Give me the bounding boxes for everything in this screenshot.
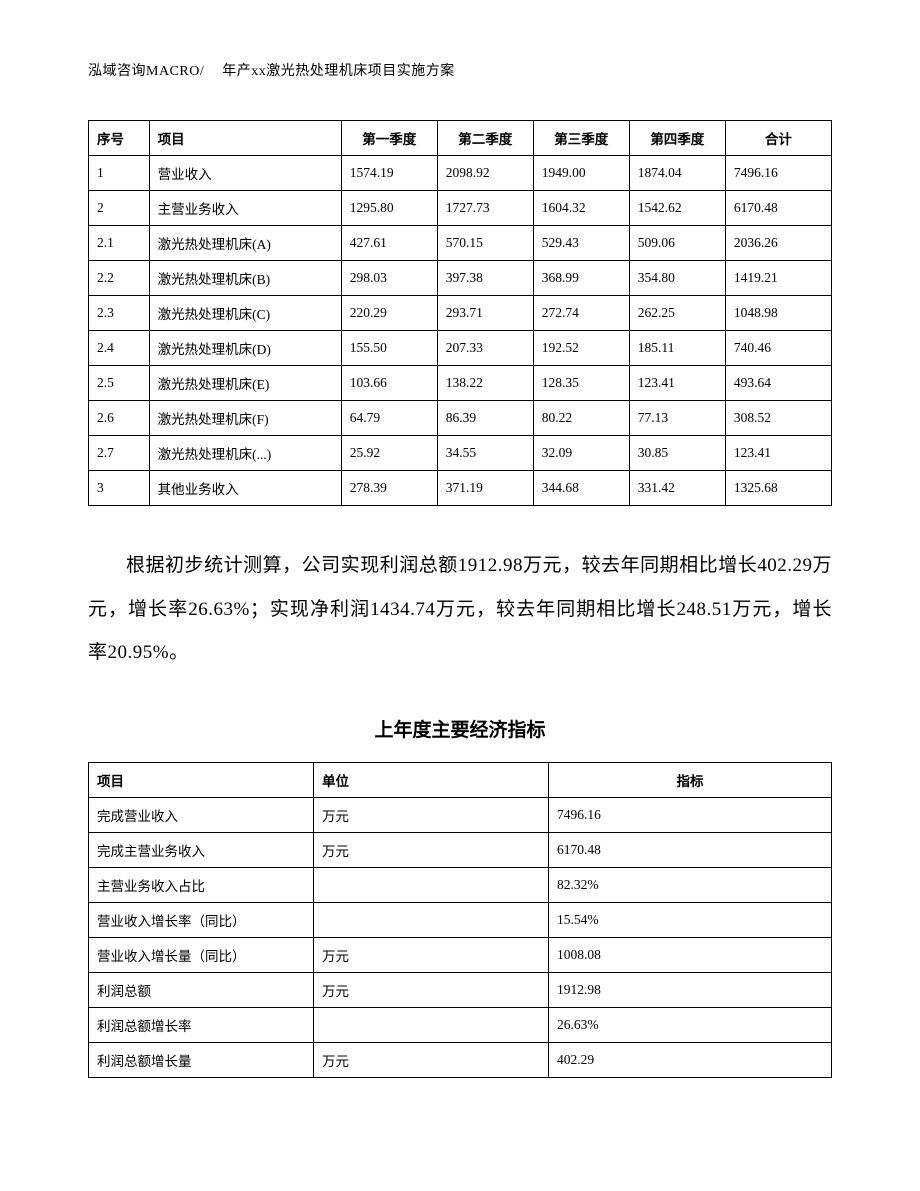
table-header-row: 项目 单位 指标 [89, 763, 832, 798]
table-row: 完成营业收入万元7496.16 [89, 798, 832, 833]
table-row: 1营业收入1574.192098.921949.001874.047496.16 [89, 156, 832, 191]
table-row: 营业收入增长率（同比）15.54% [89, 903, 832, 938]
indicator-table: 项目 单位 指标 完成营业收入万元7496.16 完成主营业务收入万元6170.… [88, 762, 832, 1078]
col-q4: 第四季度 [629, 121, 725, 156]
table-row: 2.4激光热处理机床(D)155.50207.33192.52185.11740… [89, 331, 832, 366]
table-row: 完成主营业务收入万元6170.48 [89, 833, 832, 868]
table-row: 利润总额万元1912.98 [89, 973, 832, 1008]
table-row: 利润总额增长率26.63% [89, 1008, 832, 1043]
header-left: 泓域咨询MACRO/ [88, 64, 204, 79]
table-row: 2.7激光热处理机床(...)25.9234.5532.0930.85123.4… [89, 436, 832, 471]
summary-paragraph: 根据初步统计测算，公司实现利润总额1912.98万元，较去年同期相比增长402.… [88, 544, 832, 675]
col-total: 合计 [725, 121, 831, 156]
col-item: 项目 [149, 121, 341, 156]
col-q3: 第三季度 [533, 121, 629, 156]
page-header: 泓域咨询MACRO/年产xx激光热处理机床项目实施方案 [88, 60, 832, 80]
table-row: 2主营业务收入1295.801727.731604.321542.626170.… [89, 191, 832, 226]
col-seq: 序号 [89, 121, 150, 156]
col-q1: 第一季度 [341, 121, 437, 156]
table-row: 2.1激光热处理机床(A)427.61570.15529.43509.06203… [89, 226, 832, 261]
col-val: 指标 [549, 763, 832, 798]
revenue-quarter-table: 序号 项目 第一季度 第二季度 第三季度 第四季度 合计 1营业收入1574.1… [88, 120, 832, 506]
table-header-row: 序号 项目 第一季度 第二季度 第三季度 第四季度 合计 [89, 121, 832, 156]
table-row: 3其他业务收入278.39371.19344.68331.421325.68 [89, 471, 832, 506]
table-row: 利润总额增长量万元402.29 [89, 1043, 832, 1078]
table-row: 2.6激光热处理机床(F)64.7986.3980.2277.13308.52 [89, 401, 832, 436]
table-row: 2.5激光热处理机床(E)103.66138.22128.35123.41493… [89, 366, 832, 401]
section-title: 上年度主要经济指标 [88, 715, 832, 742]
table-row: 2.3激光热处理机床(C)220.29293.71272.74262.25104… [89, 296, 832, 331]
col-unit: 单位 [314, 763, 549, 798]
table-row: 营业收入增长量（同比）万元1008.08 [89, 938, 832, 973]
col-item: 项目 [89, 763, 314, 798]
header-right: 年产xx激光热处理机床项目实施方案 [222, 64, 455, 79]
col-q2: 第二季度 [437, 121, 533, 156]
table-row: 2.2激光热处理机床(B)298.03397.38368.99354.80141… [89, 261, 832, 296]
table-row: 主营业务收入占比82.32% [89, 868, 832, 903]
